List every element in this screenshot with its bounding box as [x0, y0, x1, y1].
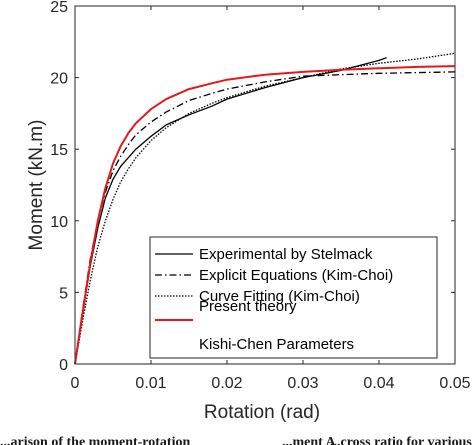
legend-box	[149, 236, 438, 359]
x-tick-label: 0.01	[135, 375, 166, 392]
y-axis-label: Moment (kN.m)	[26, 120, 47, 251]
y-tick-label: 0	[59, 357, 68, 374]
x-tick-label: 0	[71, 375, 80, 392]
x-axis-label: Rotation (rad)	[204, 402, 320, 423]
tick-labels: 0 0.01 0.02 0.03 0.04 0.05 0 5 10 15 20 25	[50, 0, 470, 392]
y-tick-label: 25	[50, 0, 68, 16]
series-line-4	[74, 65, 456, 365]
caption-fragment-3: ...cross ratio for various	[330, 435, 472, 445]
y-tick-label: 15	[50, 142, 68, 159]
legend-note: Kishi-Chen Parameters	[199, 336, 354, 353]
legend-label: Explicit Equations (Kim-Choi)	[199, 267, 393, 284]
legend-label: Experimental by Stelmack	[199, 246, 373, 263]
y-tick-label: 10	[50, 214, 68, 231]
y-tick-label: 20	[50, 71, 68, 88]
x-tick-label: 0.03	[287, 375, 318, 392]
legend: Experimental by Stelmack Explicit Equatio…	[149, 236, 438, 359]
caption-fragment-2: ...ment A	[282, 435, 336, 445]
legend-label: Present theory	[199, 298, 297, 315]
caption-fragment-1: ...arison of the moment-rotation	[0, 435, 191, 445]
y-tick-label: 5	[59, 285, 68, 302]
x-tick-label: 0.04	[363, 375, 394, 392]
x-tick-label: 0.02	[211, 375, 242, 392]
x-tick-label: 0.05	[439, 375, 470, 392]
series-layer	[74, 52, 456, 365]
legend-label: Curve Fitting (Kim-Choi)	[199, 288, 360, 305]
chart: 0 0.01 0.02 0.03 0.04 0.05 0 5 10 15 20 25 Rotation…	[26, 0, 471, 423]
figure-caption: ...arison of the moment-rotation ...ment…	[0, 431, 474, 445]
